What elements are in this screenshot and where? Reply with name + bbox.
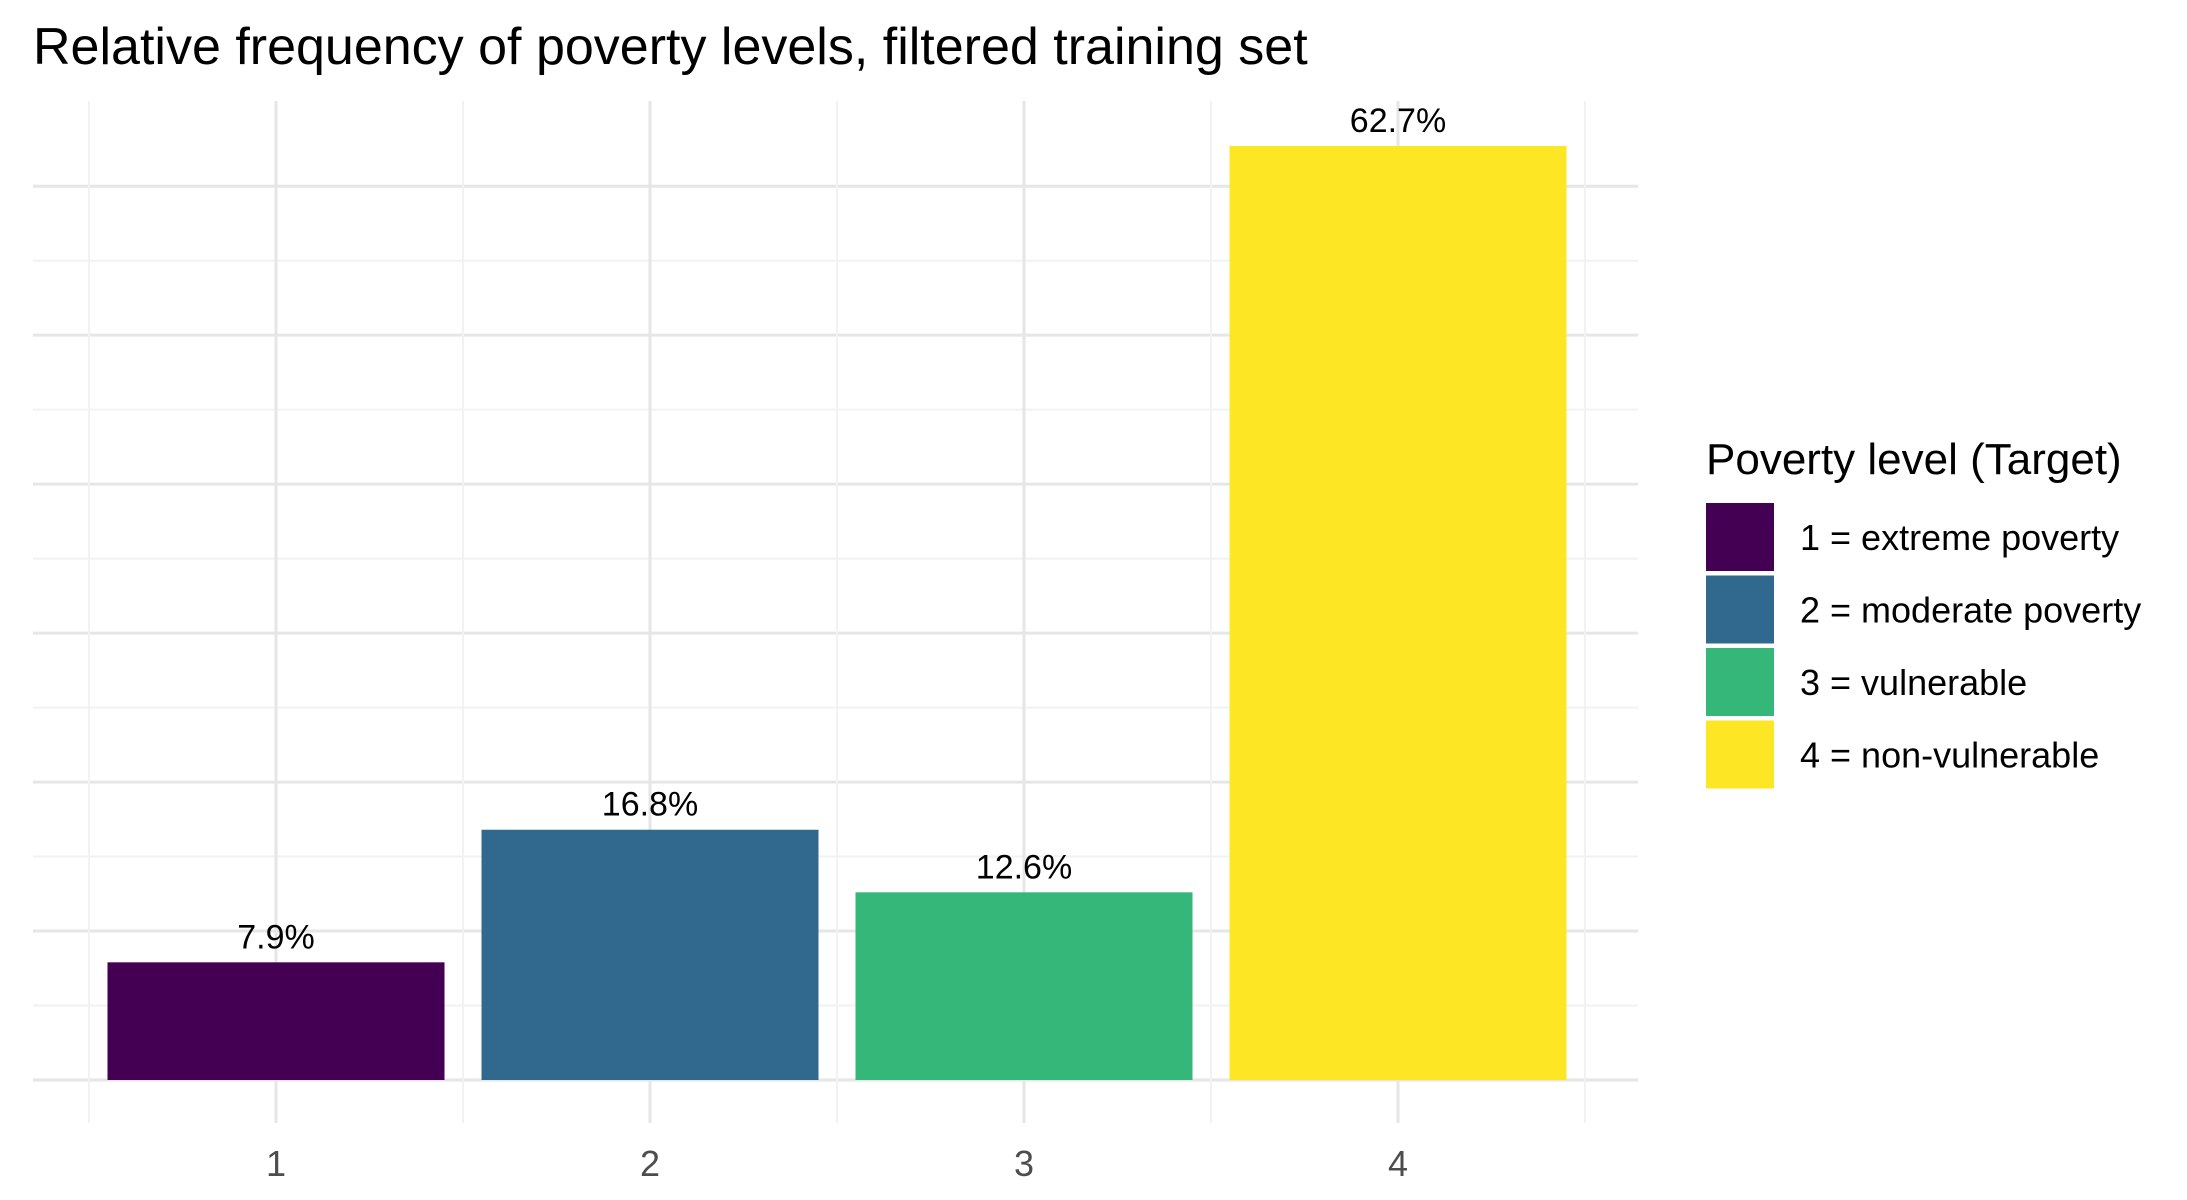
- legend-key-1: [1706, 503, 1774, 571]
- legend-label-1: 1 = extreme poverty: [1800, 517, 2119, 558]
- bar-1: [107, 962, 445, 1080]
- x-tick-label-1: 1: [266, 1143, 286, 1184]
- legend-label-4: 4 = non-vulnerable: [1800, 735, 2099, 776]
- data-label-4: 62.7%: [1350, 102, 1446, 140]
- data-label-2: 16.8%: [602, 786, 698, 824]
- legend-key-4: [1706, 720, 1774, 789]
- data-label-1: 7.9%: [237, 918, 315, 956]
- x-tick-label-2: 2: [640, 1143, 660, 1184]
- legend: Poverty level (Target) 1 = extreme pover…: [1706, 435, 2141, 789]
- chart-title: Relative frequency of poverty levels, fi…: [33, 18, 1308, 76]
- bar-3: [855, 892, 1193, 1080]
- bars-layer: [107, 146, 1567, 1080]
- data-label-3: 12.6%: [976, 848, 1072, 886]
- legend-label-2: 2 = moderate poverty: [1800, 590, 2141, 631]
- labels-layer: 7.9% 16.8% 12.6% 62.7%: [237, 102, 1446, 956]
- bar-2: [481, 829, 819, 1080]
- legend-items: 1 = extreme poverty 2 = moderate poverty 3…: [1706, 503, 2141, 789]
- legend-title: Poverty level (Target): [1706, 435, 2122, 484]
- x-tick-label-3: 3: [1014, 1143, 1034, 1184]
- x-tick-label-4: 4: [1388, 1143, 1408, 1184]
- legend-key-3: [1706, 648, 1774, 716]
- legend-key-2: [1706, 575, 1774, 644]
- x-axis: 1 2 3 4: [266, 1143, 1408, 1184]
- legend-label-3: 3 = vulnerable: [1800, 662, 2027, 703]
- bar-4: [1229, 146, 1567, 1080]
